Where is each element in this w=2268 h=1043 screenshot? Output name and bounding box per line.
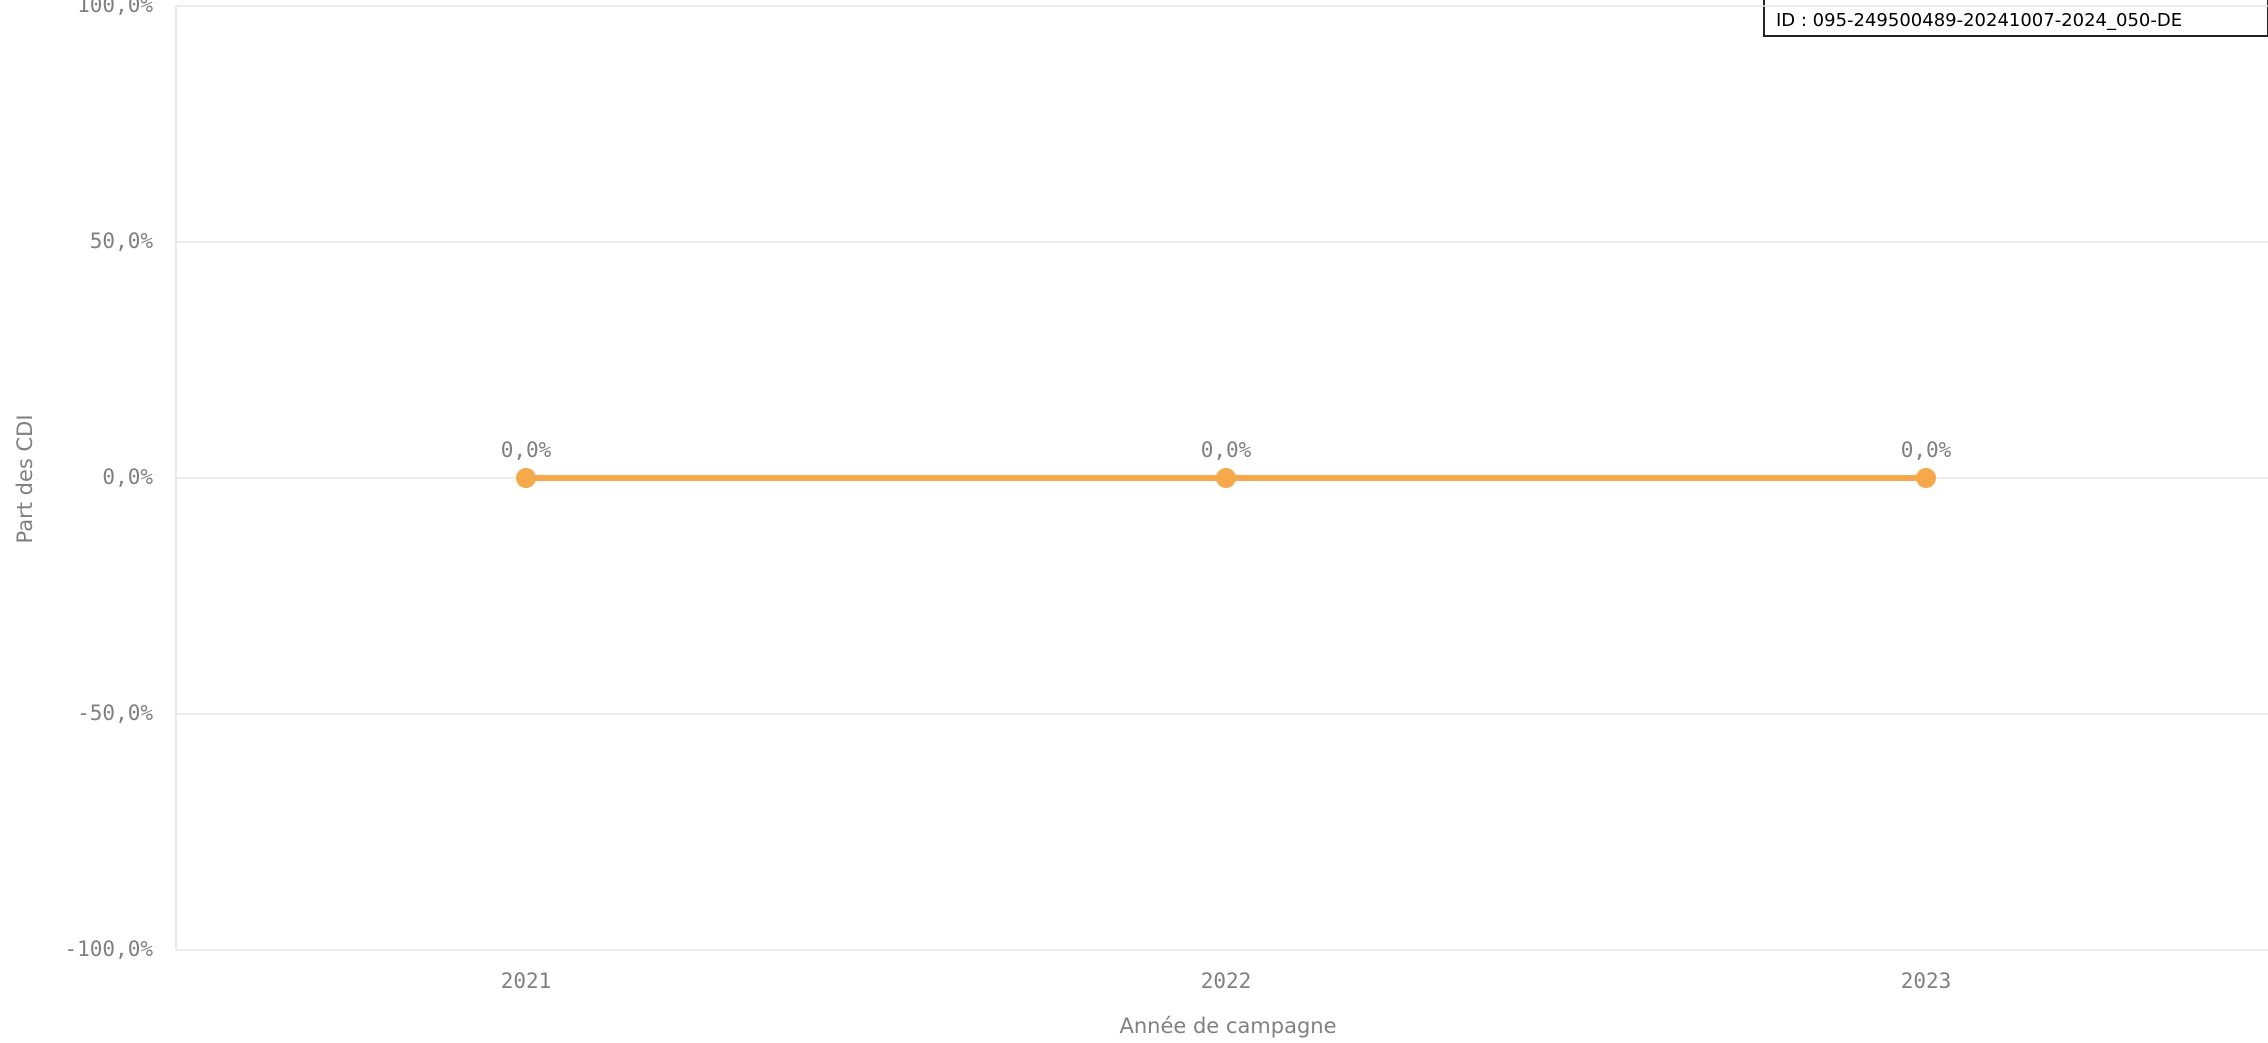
point <box>516 468 536 488</box>
x-tick-label: 2022 <box>1201 969 1252 993</box>
y-tick-label: -50,0% <box>77 701 153 725</box>
y-tick-label: -100,0% <box>64 937 153 961</box>
y-tick-label: 50,0% <box>90 229 154 253</box>
data-label: 0,0% <box>501 438 552 462</box>
y-axis-title: Part des CDI <box>13 414 37 543</box>
data-label: 0,0% <box>1901 438 1952 462</box>
x-tick-label: 2023 <box>1901 969 1952 993</box>
point <box>1216 468 1236 488</box>
data-label: 0,0% <box>1201 438 1252 462</box>
point <box>1916 468 1936 488</box>
x-axis-title: Année de campagne <box>1119 1014 1336 1038</box>
y-tick-label: 0,0% <box>102 465 153 489</box>
id-annotation: ID : 095-249500489-20241007-2024_050-DE <box>1776 10 2182 31</box>
x-tick-label: 2021 <box>501 969 552 993</box>
y-tick-label: 100,0% <box>77 0 153 17</box>
